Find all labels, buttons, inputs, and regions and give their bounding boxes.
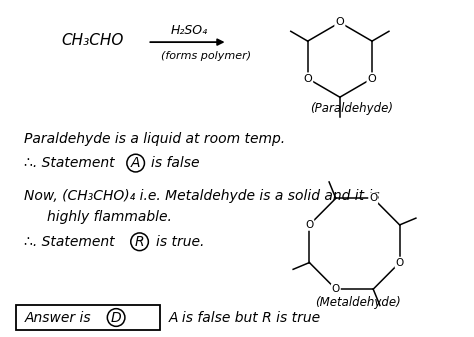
Text: O: O xyxy=(369,193,377,203)
Text: ∴. Statement: ∴. Statement xyxy=(24,235,115,249)
Text: R: R xyxy=(135,235,145,249)
Text: A is false but R is true: A is false but R is true xyxy=(169,310,321,325)
Text: Paraldehyde is a liquid at room temp.: Paraldehyde is a liquid at room temp. xyxy=(24,131,285,146)
Text: is false: is false xyxy=(151,156,200,170)
FancyBboxPatch shape xyxy=(17,305,160,330)
Text: ∴. Statement: ∴. Statement xyxy=(24,156,115,170)
Text: O: O xyxy=(303,73,312,84)
Text: H₂SO₄: H₂SO₄ xyxy=(171,24,208,37)
Text: O: O xyxy=(368,73,376,84)
Text: D: D xyxy=(111,310,121,325)
Text: CH₃CHO: CH₃CHO xyxy=(62,33,124,48)
Text: A: A xyxy=(131,156,140,170)
Text: O: O xyxy=(332,284,340,294)
Text: Answer is: Answer is xyxy=(24,310,95,325)
Text: is true.: is true. xyxy=(156,235,205,249)
Text: Now, (CH₃CHO)₄ i.e. Metaldehyde is a solid and it is: Now, (CH₃CHO)₄ i.e. Metaldehyde is a sol… xyxy=(24,188,380,203)
Text: O: O xyxy=(395,257,404,268)
Text: O: O xyxy=(305,220,313,230)
Text: (Paraldehyde): (Paraldehyde) xyxy=(310,102,393,116)
Text: (forms polymer): (forms polymer) xyxy=(161,51,251,61)
Text: highly flammable.: highly flammable. xyxy=(47,210,172,224)
Text: (Metaldehyde): (Metaldehyde) xyxy=(315,296,401,309)
Text: O: O xyxy=(336,18,344,27)
